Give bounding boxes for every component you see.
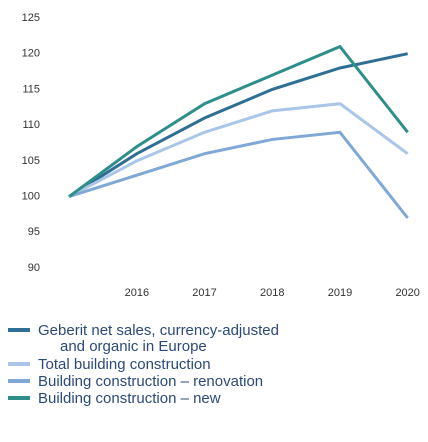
y-tick-label: 110 — [22, 119, 40, 131]
x-tick-label: 2020 — [395, 287, 419, 299]
x-tick-label: 2017 — [192, 287, 216, 299]
x-tick-label: 2019 — [328, 287, 352, 299]
y-tick-label: 100 — [22, 190, 40, 202]
y-tick-label: 105 — [22, 155, 40, 167]
line — [68, 52, 408, 198]
line — [68, 102, 409, 198]
y-tick-label: 115 — [22, 83, 40, 95]
legend-line: and organic in Europe — [60, 338, 207, 355]
legend-line: Geberit net sales, currency-adjusted — [38, 322, 279, 339]
x-tick-label: 2018 — [260, 287, 284, 299]
x-tick-label: 2016 — [125, 287, 149, 299]
legend-label: Building construction – new — [38, 390, 221, 407]
y-tick-label: 90 — [28, 262, 40, 274]
y-tick-label: 120 — [22, 48, 40, 60]
legend-label: Building construction – renovation — [38, 373, 263, 390]
legend-label: Total building construction — [38, 356, 211, 373]
line — [68, 130, 409, 219]
y-tick-label: 95 — [28, 226, 40, 238]
y-tick-label: 125 — [22, 12, 40, 24]
line — [68, 44, 409, 198]
legend-label: Geberit net sales, currency-adjusted and … — [38, 322, 279, 355]
